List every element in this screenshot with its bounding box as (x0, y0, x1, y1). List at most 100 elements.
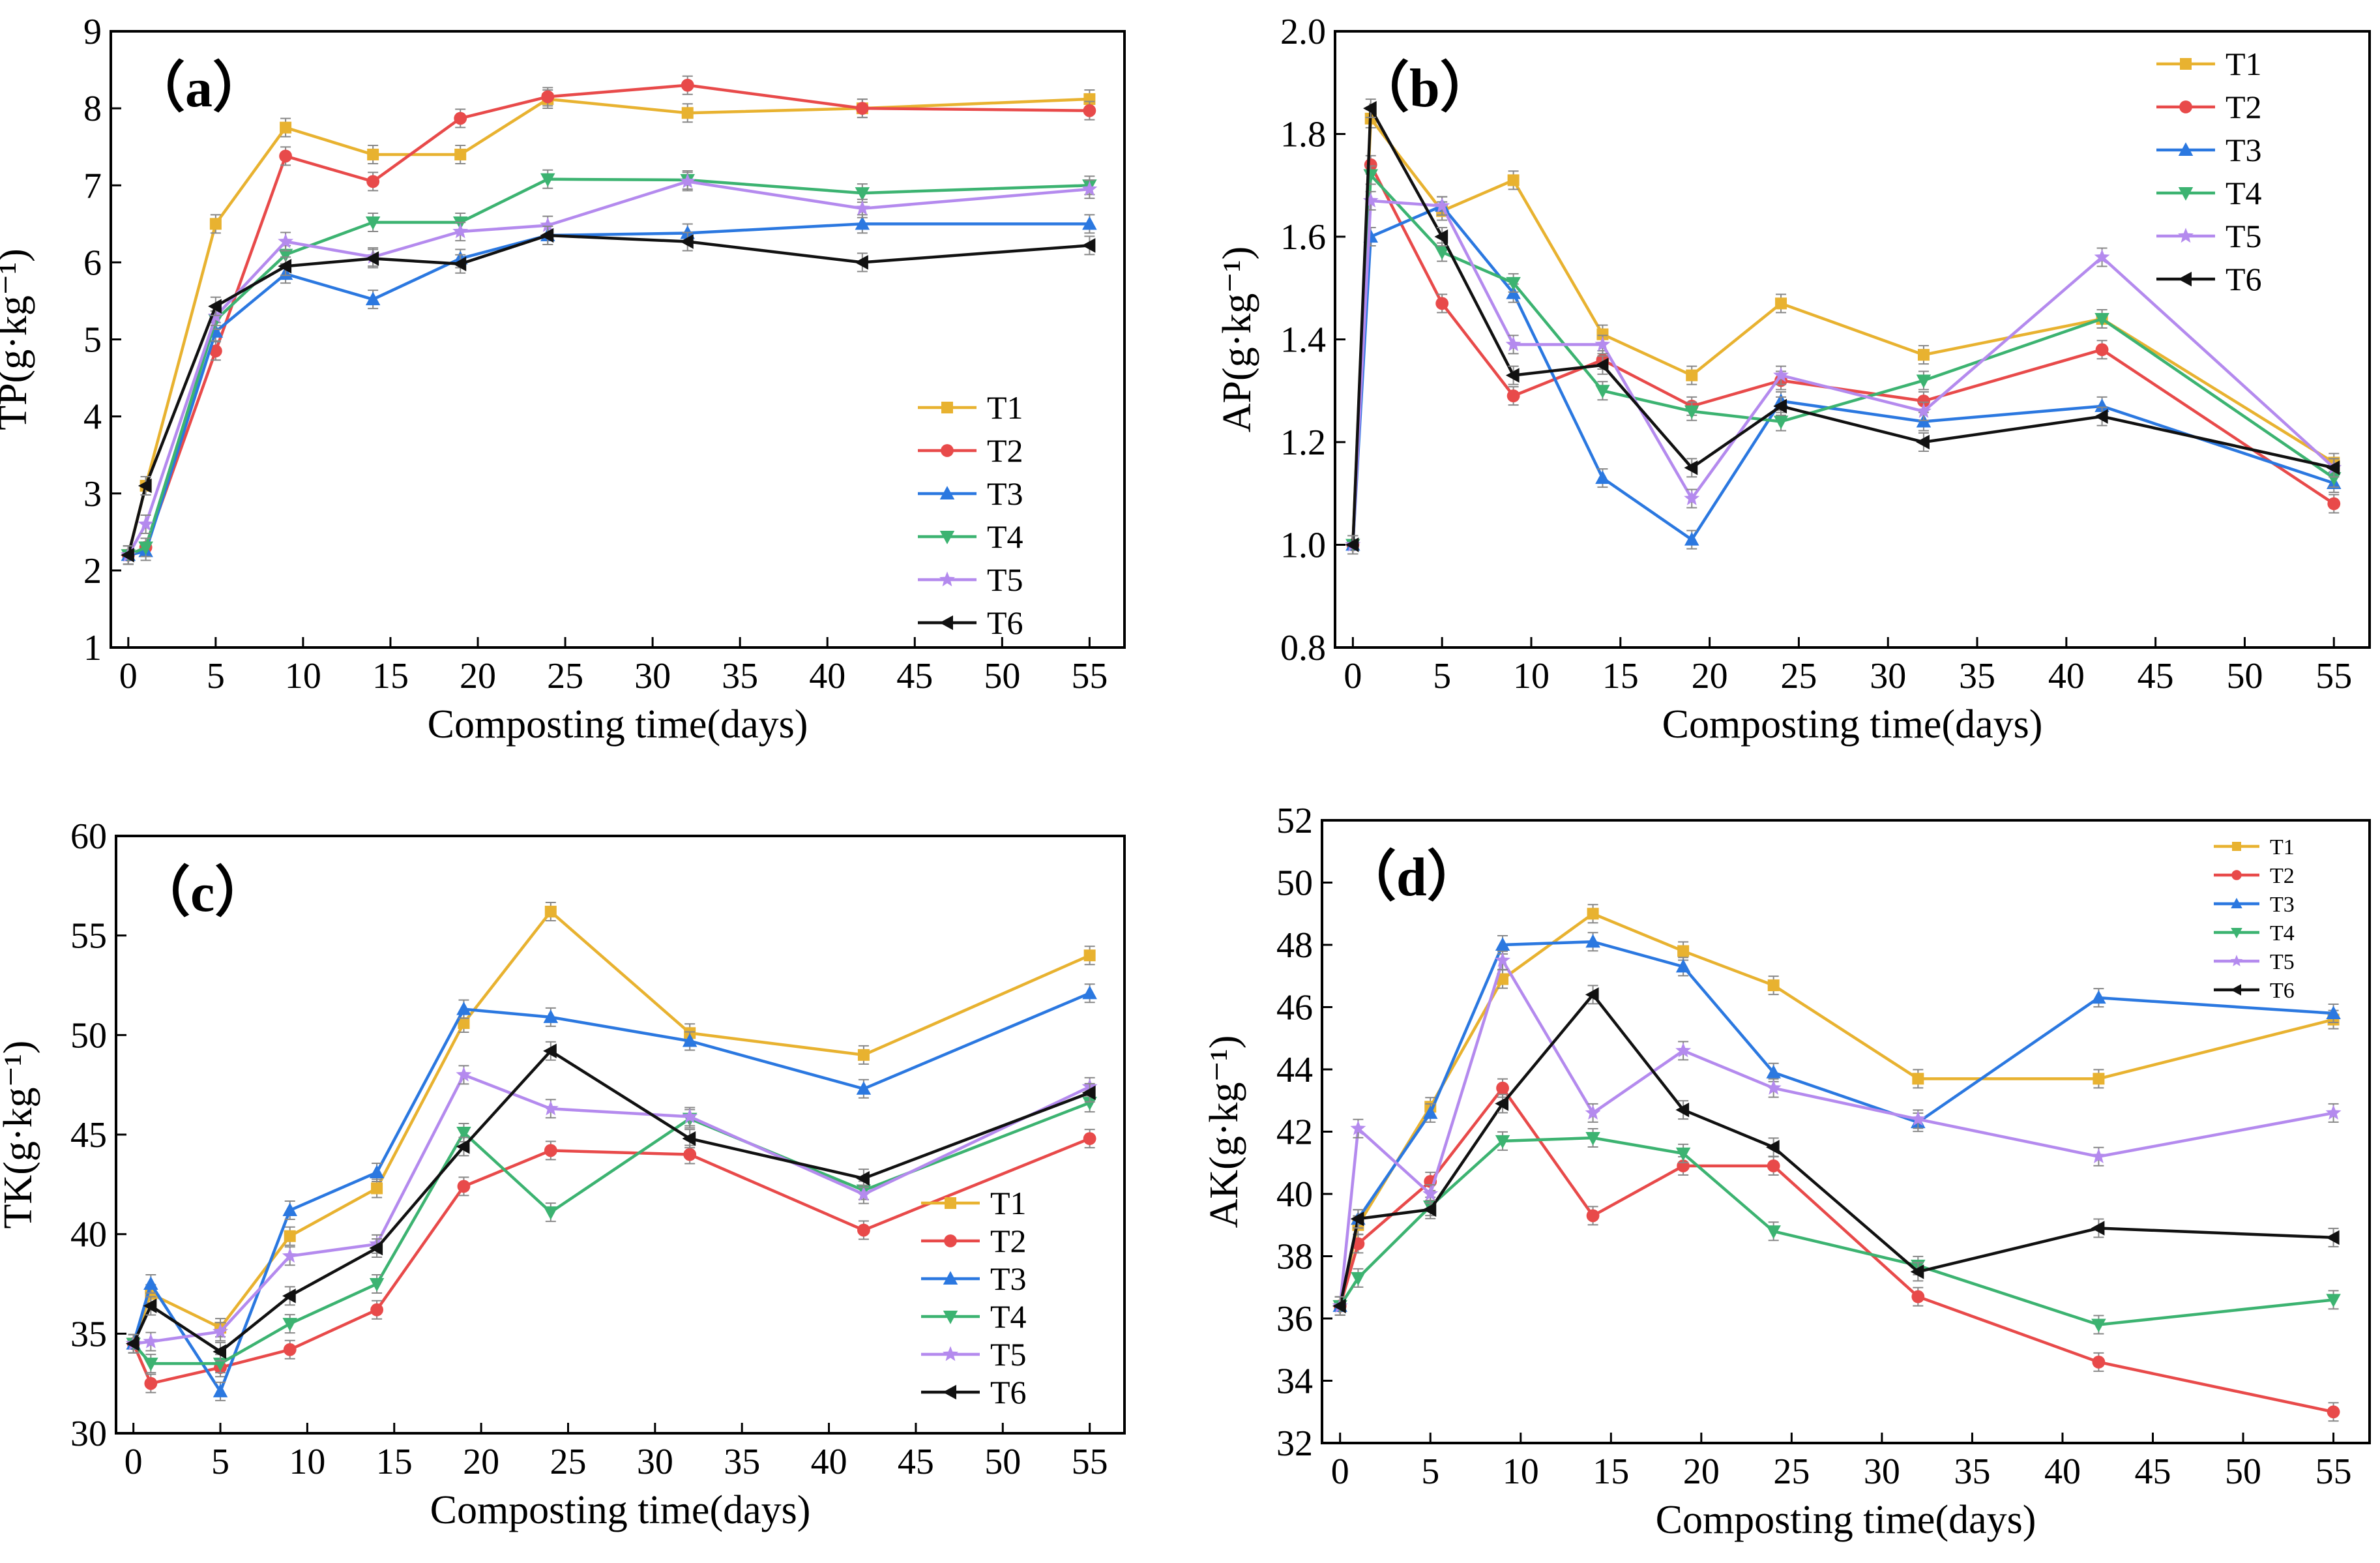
y-tick-label: 50 (1276, 863, 1313, 904)
x-tick-label: 50 (2225, 1451, 2261, 1492)
series-line (1351, 171, 2335, 545)
data-point (1082, 1097, 1097, 1110)
x-tick-label: 40 (2044, 1451, 2081, 1492)
data-point (1912, 1073, 1924, 1085)
legend-marker (2178, 187, 2194, 201)
data-point (278, 259, 292, 274)
data-point (121, 548, 134, 563)
y-tick-label: 1 (83, 628, 102, 668)
data-point (1765, 1080, 1782, 1095)
legend-label: T1 (2270, 835, 2295, 859)
data-point (680, 234, 694, 249)
y-tick-label: 5 (83, 320, 102, 361)
chart-panel-d: 0 5 10 15 20 25 30 35 40 45 50 55 32 34 36 38 40 42 44 46 48… (1202, 801, 2371, 1542)
series-line (1351, 103, 2334, 545)
data-point (1684, 460, 1698, 475)
data-point (282, 1247, 298, 1263)
legend-marker (943, 1271, 958, 1285)
y-tick-label: 34 (1276, 1362, 1313, 1402)
data-point (456, 1126, 471, 1140)
panel-label: （b） (1355, 58, 1495, 119)
data-point (452, 223, 469, 239)
legend-label: T2 (2226, 89, 2262, 125)
x-tick-label: 35 (722, 656, 758, 696)
x-tick-label: 45 (896, 656, 933, 696)
data-point (209, 344, 222, 358)
legend-label: T6 (990, 1374, 1027, 1410)
data-point (279, 149, 293, 163)
data-point (1596, 328, 1609, 340)
data-point (1434, 198, 1450, 213)
series-line (133, 1073, 1091, 1345)
y-tick-label: 6 (83, 243, 102, 283)
series-t3 (121, 214, 1097, 565)
panel-label: （d） (1342, 847, 1482, 908)
data-point (1495, 952, 1511, 968)
y-tick-label: 1.6 (1280, 217, 1326, 258)
legend-marker (939, 571, 955, 587)
data-point (1911, 1290, 1925, 1303)
data-point (855, 255, 868, 270)
data-point (282, 1288, 296, 1303)
x-tick-label: 15 (376, 1442, 413, 1482)
data-point (365, 251, 379, 266)
data-point (143, 1298, 157, 1313)
y-tick-label: 40 (70, 1215, 107, 1255)
data-point (369, 1240, 383, 1256)
data-point (1594, 357, 1609, 373)
data-point (541, 90, 555, 104)
data-point (138, 541, 153, 556)
legend-label: T3 (2226, 132, 2262, 168)
data-point (284, 1230, 296, 1242)
y-tick-label: 3 (83, 474, 102, 514)
data-point (282, 1202, 297, 1217)
legend-marker (2179, 100, 2192, 113)
series-line (1338, 1136, 2334, 1326)
data-point (2094, 248, 2110, 264)
data-point (679, 173, 696, 188)
x-tick-label: 25 (1773, 1451, 1810, 1492)
legend-marker (941, 402, 953, 413)
x-tick-label: 25 (1780, 656, 1817, 696)
legend-label: T5 (2226, 218, 2262, 254)
x-tick-label: 35 (724, 1442, 760, 1482)
legend: T1 T2 T3 T4 T5 T6 (2156, 46, 2262, 297)
data-point (213, 1384, 228, 1397)
data-point (1496, 1081, 1509, 1095)
x-tick-label: 20 (463, 1442, 499, 1482)
data-point (1585, 987, 1599, 1002)
y-tick-label: 38 (1276, 1237, 1313, 1277)
data-point (2325, 1105, 2342, 1120)
data-point (1585, 1105, 1601, 1120)
data-point (2091, 1318, 2106, 1333)
legend-marker (944, 1234, 957, 1247)
data-point (1082, 985, 1097, 1000)
x-tick-label: 0 (1344, 656, 1362, 696)
series-line (126, 180, 1090, 556)
data-point (682, 1108, 698, 1124)
data-point (1684, 531, 1699, 546)
data-point (2326, 1005, 2341, 1020)
legend-marker (2230, 984, 2241, 996)
data-point (1587, 908, 1599, 920)
data-point (1775, 297, 1787, 310)
y-axis-title: TP(g·kg⁻¹) (0, 248, 35, 430)
series-t3 (1332, 932, 2341, 1316)
legend-label: T5 (990, 1336, 1027, 1373)
data-point (1081, 181, 1098, 196)
data-point (543, 1043, 557, 1059)
y-tick-label: 50 (70, 1015, 107, 1056)
data-point (1915, 403, 1932, 418)
x-tick-label: 55 (2315, 656, 2352, 696)
data-point (1434, 246, 1450, 260)
plot-frame (110, 30, 1126, 649)
series-t1 (127, 902, 1096, 1354)
data-point (208, 299, 222, 314)
series-line (1338, 1085, 2334, 1414)
data-point (213, 1323, 229, 1339)
y-tick-label: 1.8 (1280, 115, 1326, 155)
data-point (1773, 398, 1787, 414)
data-point (1507, 174, 1520, 186)
series-t5 (120, 171, 1098, 565)
legend-label: T2 (990, 1223, 1027, 1259)
